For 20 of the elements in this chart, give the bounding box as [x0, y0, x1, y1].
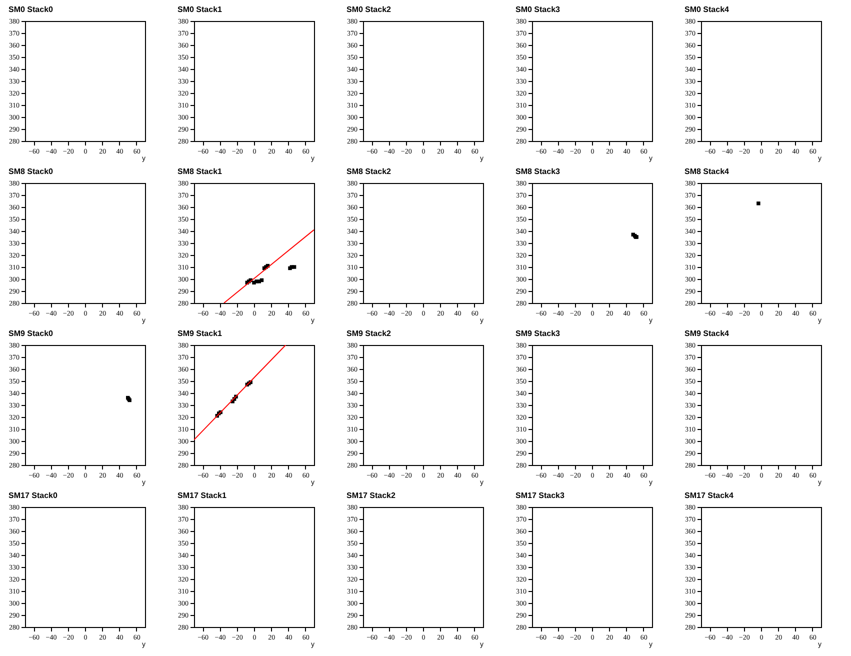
chart-title: SM17 Stack3: [516, 491, 565, 500]
chart-title: SM17 Stack4: [684, 491, 734, 500]
chart-title: SM8 Stack2: [346, 167, 392, 176]
chart-title: SM17 Stack0: [8, 491, 58, 500]
chart-title: SM17 Stack1: [178, 491, 227, 500]
chart-title: SM9 Stack3: [516, 329, 561, 338]
chart-title: SM8 Stack1: [178, 167, 223, 176]
chart-title: SM9 Stack2: [346, 329, 392, 338]
chart-title: SM0 Stack3: [516, 5, 561, 14]
chart-title: SM9 Stack4: [684, 329, 730, 338]
chart-title: SM0 Stack4: [684, 5, 730, 14]
chart-title: SM8 Stack3: [516, 167, 561, 176]
chart-title: SM9 Stack0: [8, 329, 54, 338]
chart-title: SM8 Stack0: [8, 167, 54, 176]
chart-title: SM0 Stack1: [178, 5, 223, 14]
chart-title: SM0 Stack0: [8, 5, 54, 14]
chart-title: SM9 Stack1: [178, 329, 223, 338]
chart-title: SM17 Stack2: [346, 491, 396, 500]
chart-title: SM8 Stack4: [684, 167, 730, 176]
chart-title: SM0 Stack2: [346, 5, 392, 14]
